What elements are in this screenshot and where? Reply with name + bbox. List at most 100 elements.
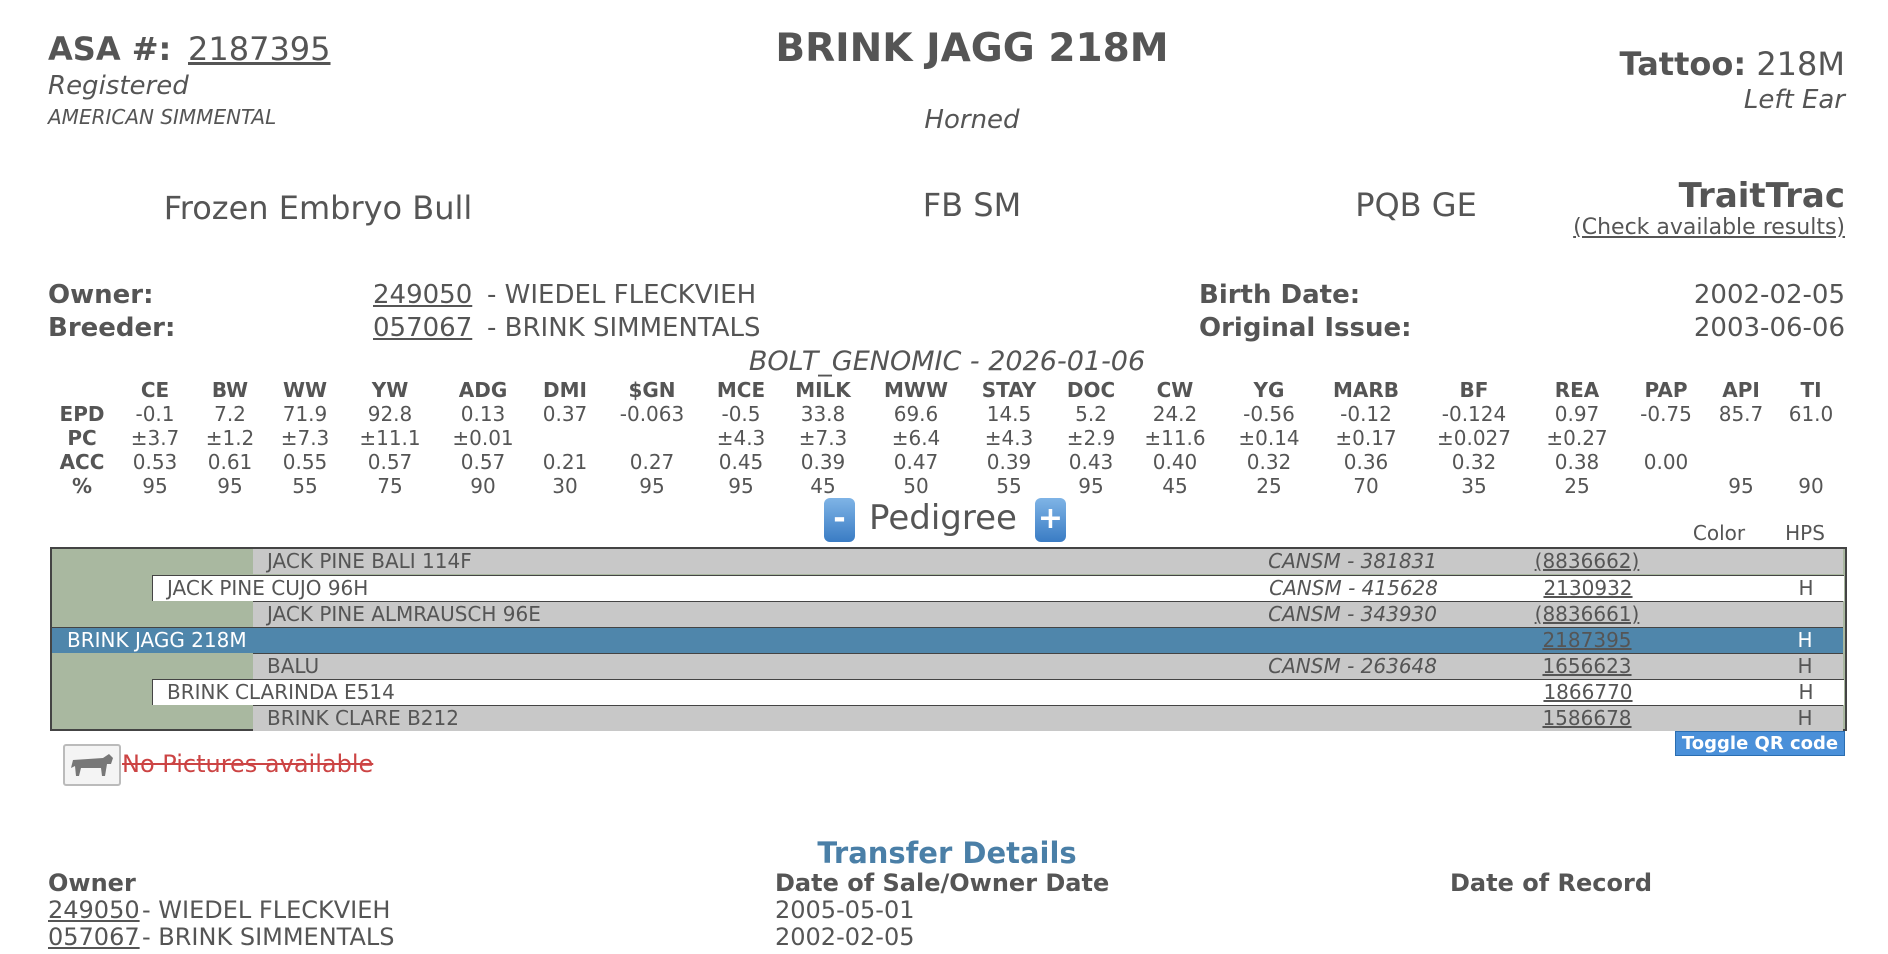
- pedigree-name: BRINK CLARINDA E514: [167, 680, 395, 704]
- animal-type: Frozen Embryo Bull: [163, 189, 473, 227]
- transfer-owner-id[interactable]: 057067: [48, 923, 140, 951]
- pedigree-reg[interactable]: 1866770: [1543, 680, 1633, 704]
- epd-cell: -0.063: [619, 402, 685, 426]
- cow-icon: [71, 754, 113, 776]
- qr-toggle[interactable]: Toggle QR code: [1675, 731, 1845, 756]
- epd-cell: 24.2: [1152, 402, 1198, 426]
- pedigree-reg[interactable]: 2130932: [1543, 576, 1633, 600]
- expand-button[interactable]: +: [1035, 498, 1066, 542]
- pedigree-row[interactable]: JACK PINE BALI 114F CANSM - 381831 (883666…: [253, 549, 1843, 574]
- animal-name: BRINK JAGG 218M: [775, 26, 1169, 71]
- epd-cell: -0.56: [1243, 402, 1295, 426]
- epd-cell: 0.13: [460, 402, 506, 426]
- epd-cell: 0.40: [1152, 450, 1198, 474]
- birth-label: Birth Date:: [1199, 280, 1361, 310]
- epd-cell: 0.45: [718, 450, 764, 474]
- pedigree-reg[interactable]: 1586678: [1542, 706, 1632, 730]
- epd-column: YG: [1253, 378, 1285, 402]
- epd-column: $GN: [628, 378, 676, 402]
- no-pictures: No Pictures available: [122, 750, 374, 778]
- asa-number[interactable]: 2187395: [188, 30, 331, 68]
- epd-cell: 0.47: [893, 450, 939, 474]
- epd-cell: 0.57: [367, 450, 413, 474]
- issue-label: Original Issue:: [1199, 313, 1412, 343]
- epd-title: BOLT_GENOMIC - 2026-01-06: [748, 346, 1146, 377]
- epd-cell: 14.5: [986, 402, 1032, 426]
- epd-column: ADG: [458, 378, 508, 402]
- epd-cell: 0.97: [1554, 402, 1600, 426]
- epd-cell: 95: [1728, 474, 1754, 498]
- epd-cell: ±0.01: [452, 426, 514, 450]
- epd-cell: ±1.2: [205, 426, 255, 450]
- pedigree-title: Pedigree: [869, 498, 1017, 538]
- breed-code: FB SM: [922, 186, 1022, 224]
- epd-cell: ±11.1: [359, 426, 421, 450]
- pedigree-cansm: CANSM - 263648: [1268, 654, 1437, 678]
- tattoo-location: Left Ear: [1743, 85, 1845, 115]
- epd-column: DOC: [1066, 378, 1116, 402]
- epd-cell: 0.43: [1068, 450, 1114, 474]
- picture-icon: [63, 744, 121, 786]
- epd-cell: 90: [470, 474, 496, 498]
- epd-cell: 0.37: [542, 402, 588, 426]
- pedigree-cansm: CANSM - 343930: [1268, 602, 1437, 626]
- collapse-button[interactable]: -: [824, 498, 855, 542]
- epd-column: CW: [1156, 378, 1194, 402]
- epd-cell: 0.53: [132, 450, 178, 474]
- epd-cell: 33.8: [800, 402, 846, 426]
- epd-cell: 55: [292, 474, 318, 498]
- epd-cell: 0.00: [1643, 450, 1689, 474]
- breeder-id[interactable]: 057067: [373, 313, 473, 343]
- transfer-owner-id[interactable]: 249050: [48, 896, 140, 924]
- epd-cell: 71.9: [282, 402, 328, 426]
- color-header: Color: [1692, 521, 1746, 545]
- pedigree-row[interactable]: JACK PINE CUJO 96H CANSM - 415628 2130932 H: [152, 575, 1844, 601]
- asa-label: ASA #:: [48, 30, 172, 68]
- pedigree-cansm: CANSM - 381831: [1268, 549, 1437, 573]
- tattoo-label: Tattoo:: [1619, 45, 1747, 83]
- tattoo: Tattoo: 218M: [1619, 45, 1845, 83]
- epd-cell: 69.6: [893, 402, 939, 426]
- pedigree-hps: H: [1797, 654, 1813, 678]
- epd-cell: 75: [377, 474, 403, 498]
- pedigree-name: BALU: [267, 654, 320, 678]
- epd-cell: -0.12: [1340, 402, 1392, 426]
- pedigree-row[interactable]: JACK PINE ALMRAUSCH 96E CANSM - 343930 (88…: [253, 601, 1843, 627]
- owner-label: Owner:: [48, 280, 154, 310]
- epd-cell: 0.27: [629, 450, 675, 474]
- epd-cell: 85.7: [1718, 402, 1764, 426]
- epd-cell: ±0.14: [1238, 426, 1300, 450]
- epd-cell: 0.36: [1343, 450, 1389, 474]
- epd-column: MCE: [716, 378, 766, 402]
- epd-cell: 0.38: [1554, 450, 1600, 474]
- epd-cell: 30: [552, 474, 578, 498]
- epd-cell: -0.1: [135, 402, 175, 426]
- pedigree-row[interactable]: BRINK CLARINDA E514 1866770 H: [152, 679, 1844, 705]
- epd-cell: -0.75: [1640, 402, 1692, 426]
- pedigree-row[interactable]: BRINK JAGG 218M 2187395 H: [52, 627, 1843, 653]
- epd-cell: 70: [1353, 474, 1379, 498]
- owner-id[interactable]: 249050: [373, 280, 473, 310]
- epd-column: STAY: [981, 378, 1037, 402]
- pedigree-name: JACK PINE ALMRAUSCH 96E: [267, 602, 541, 626]
- breed: AMERICAN SIMMENTAL: [48, 105, 277, 129]
- epd-cell: 45: [1162, 474, 1188, 498]
- epd-cell: 95: [728, 474, 754, 498]
- epd-cell: ±6.4: [891, 426, 941, 450]
- epd-cell: ±0.027: [1436, 426, 1512, 450]
- pedigree-reg[interactable]: (8836662): [1534, 549, 1640, 573]
- epd-cell: ±7.3: [798, 426, 848, 450]
- traittrac-link[interactable]: (Check available results): [1573, 215, 1845, 240]
- pedigree-reg[interactable]: (8836661): [1534, 602, 1640, 626]
- birth-date: 2002-02-05: [1693, 280, 1845, 310]
- pedigree-reg[interactable]: 2187395: [1542, 628, 1632, 652]
- transfer-date: 2005-05-01: [775, 896, 915, 924]
- transfer-header: Date of Sale/Owner Date: [775, 869, 1110, 897]
- pedigree-row[interactable]: BRINK CLARE B212 1586678 H: [253, 705, 1843, 731]
- transfer-title: Transfer Details: [817, 836, 1077, 870]
- pedigree-reg[interactable]: 1656623: [1542, 654, 1632, 678]
- epd-cell: 0.32: [1246, 450, 1292, 474]
- pedigree-row[interactable]: BALU CANSM - 263648 1656623 H: [253, 653, 1843, 679]
- epd-cell: 95: [142, 474, 168, 498]
